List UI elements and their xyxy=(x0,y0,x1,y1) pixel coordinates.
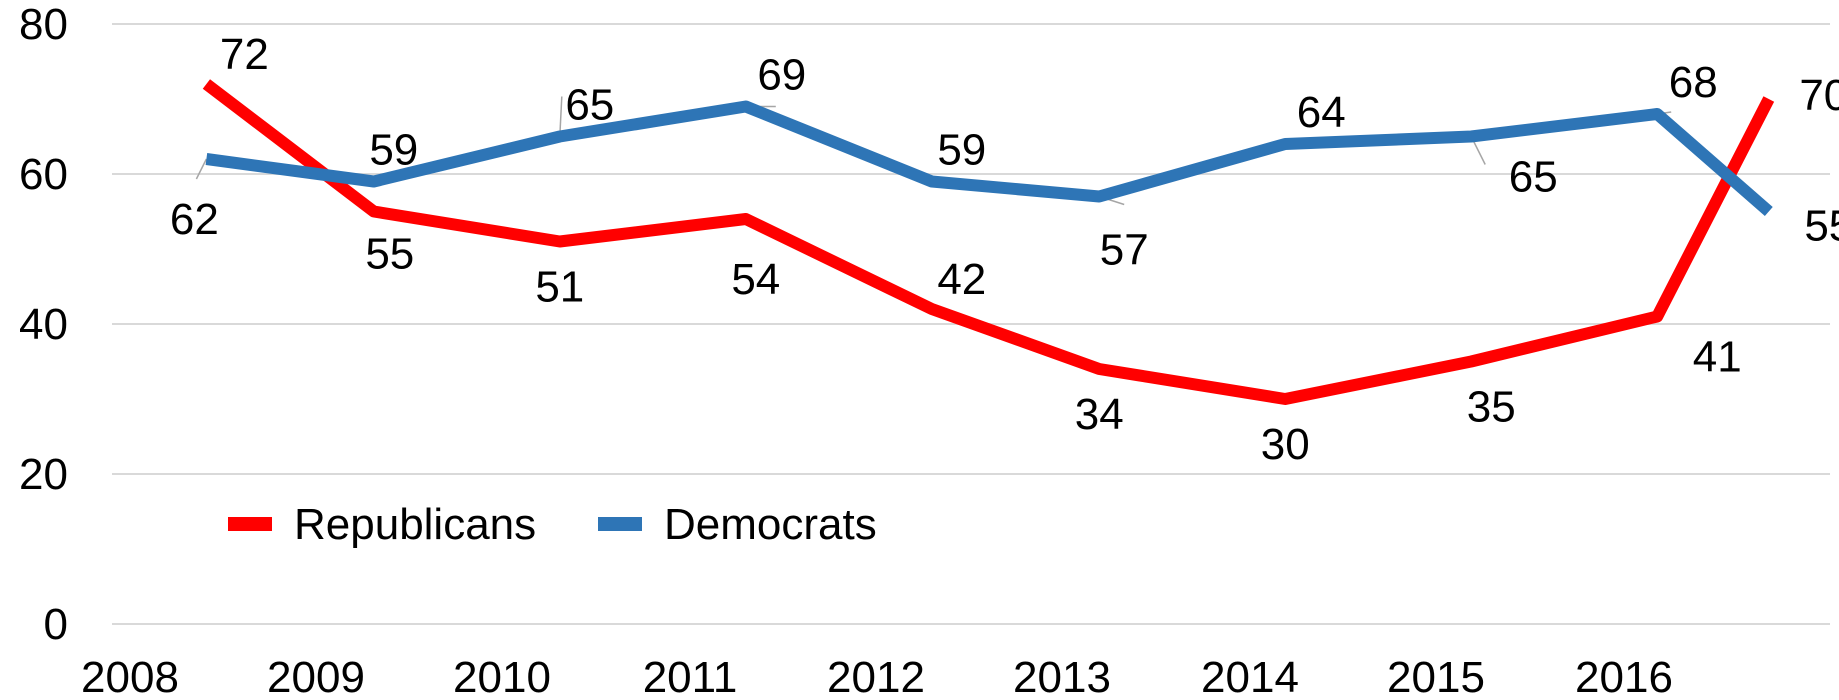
y-tick-label: 60 xyxy=(19,150,68,199)
data-label-republicans: 30 xyxy=(1261,420,1310,469)
data-label-republicans: 72 xyxy=(220,30,269,79)
x-tick-label: 2014 xyxy=(1201,653,1299,700)
series-line-republicans xyxy=(202,79,1775,405)
series-layer xyxy=(202,79,1775,405)
x-tick-label: 2016 xyxy=(1575,653,1673,700)
data-label-republicans: 55 xyxy=(365,230,414,279)
y-tick-label: 80 xyxy=(19,0,68,49)
data-label-republicans: 41 xyxy=(1693,333,1742,382)
data-label-democrats: 69 xyxy=(757,51,806,100)
y-tick-label: 20 xyxy=(19,450,68,499)
y-axis: 0 20 40 60 80 xyxy=(19,0,68,649)
x-axis: 2008 2009 2010 2011 2012 2013 2014 2015 2016 xyxy=(81,653,1673,700)
data-label-democrats: 59 xyxy=(369,126,418,175)
y-tick-label: 0 xyxy=(44,600,68,649)
data-label-republicans: 42 xyxy=(937,255,986,304)
legend-label-republicans: Republicans xyxy=(294,500,536,549)
data-label-democrats: 68 xyxy=(1669,58,1718,107)
legend-label-democrats: Democrats xyxy=(664,500,877,549)
y-tick-label: 40 xyxy=(19,300,68,349)
legend: Republicans Democrats xyxy=(228,500,877,549)
leader-line xyxy=(559,96,563,137)
x-tick-label: 2008 xyxy=(81,653,179,700)
data-label-democrats: 65 xyxy=(1509,153,1558,202)
x-tick-label: 2010 xyxy=(453,653,551,700)
data-label-democrats: 55 xyxy=(1804,202,1839,251)
data-label-republicans: 35 xyxy=(1467,383,1516,432)
x-tick-label: 2009 xyxy=(267,653,365,700)
leader-line xyxy=(195,158,208,180)
x-tick-label: 2011 xyxy=(643,653,738,700)
data-label-democrats: 64 xyxy=(1297,88,1346,137)
data-label-democrats: 59 xyxy=(937,126,986,175)
x-tick-label: 2012 xyxy=(827,653,925,700)
x-tick-label: 2015 xyxy=(1387,653,1485,700)
data-label-republicans: 51 xyxy=(535,263,584,312)
data-label-republicans: 34 xyxy=(1075,390,1124,439)
data-label-democrats: 57 xyxy=(1100,226,1149,275)
data-label-republicans: 70 xyxy=(1799,71,1839,120)
x-tick-label: 2013 xyxy=(1013,653,1111,700)
series-line-democrats xyxy=(205,100,1773,217)
data-labels: 72 55 51 54 42 34 30 35 41 70 62 59 65 69 59 57 64 65 68 55 xyxy=(170,30,1839,469)
data-label-democrats: 65 xyxy=(565,81,614,130)
data-label-democrats: 62 xyxy=(170,195,219,244)
data-label-republicans: 54 xyxy=(731,255,780,304)
